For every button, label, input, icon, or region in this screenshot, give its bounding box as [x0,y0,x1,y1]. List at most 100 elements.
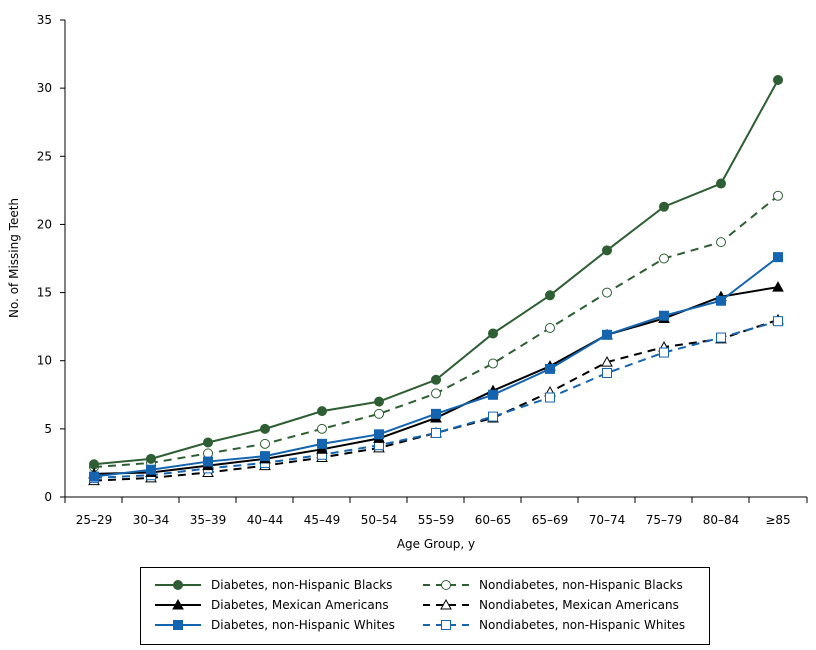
legend-label: Nondiabetes, non-Hispanic Whites [479,618,686,632]
data-point [260,438,270,449]
x-tick-label: 70–74 [589,513,626,527]
data-point [374,396,384,407]
data-point [317,423,327,434]
legend-label: Diabetes, non-Hispanic Whites [211,618,395,632]
x-tick-label: 30–34 [133,513,170,527]
data-point [659,310,669,321]
data-point [602,287,612,298]
data-point [488,328,498,339]
data-point [89,459,99,470]
legend-swatch [423,620,469,630]
data-point [601,356,613,367]
x-tick-label: 25–29 [76,513,113,527]
legend-swatch [423,599,469,610]
data-point [431,374,441,385]
data-point [716,295,726,306]
data-point [659,347,669,358]
data-point [716,237,726,248]
legend-label: Diabetes, non-Hispanic Blacks [211,578,393,592]
legend-marker [441,580,451,590]
legend-marker [172,599,184,610]
legend-swatch [155,620,201,630]
legend-label: Nondiabetes, Mexican Americans [479,598,679,612]
data-point [203,437,213,448]
data-point [716,178,726,189]
data-point [545,363,555,374]
y-tick-label: 30 [37,81,52,95]
data-point [659,201,669,212]
legend-item: Diabetes, non-Hispanic Blacks [153,578,392,592]
legend-item: Nondiabetes, non-Hispanic Blacks [421,578,683,592]
x-tick-label: 65–69 [532,513,569,527]
x-axis-label: Age Group, y [397,537,475,551]
data-point [431,427,441,438]
data-point [203,456,213,467]
data-point [146,464,156,475]
data-point [89,471,99,482]
data-point [602,245,612,256]
data-point [772,281,784,292]
legend-item: Nondiabetes, Mexican Americans [421,598,679,612]
legend-marker [173,580,183,590]
x-tick-label: 35–39 [190,513,227,527]
data-point [374,429,384,440]
legend-item: Diabetes, non-Hispanic Whites [153,618,395,632]
legend-item: Diabetes, Mexican Americans [153,598,389,612]
y-tick-label: 0 [44,490,52,504]
x-tick-label: 75–79 [646,513,683,527]
y-tick-label: 5 [44,422,52,436]
data-point [602,329,612,340]
data-point [602,367,612,378]
legend-marker [440,599,452,610]
legend-swatch [423,580,469,590]
y-tick-label: 35 [37,13,52,27]
series-line [93,195,779,469]
data-point [773,316,783,327]
data-point [317,406,327,417]
plot-area: No. of Missing Teeth Age Group, y 0 5 10 15… [7,13,808,551]
y-tick-label: 25 [37,149,52,163]
x-tick-label: ≥85 [765,513,790,527]
data-point [203,448,213,459]
y-tick-label: 10 [37,354,52,368]
data-point [431,408,441,419]
x-tick-label: 60–65 [475,513,512,527]
legend-marker [173,620,183,630]
x-tick-label: 50–54 [361,513,398,527]
data-point [773,252,783,263]
data-point [773,74,783,85]
legend-label: Nondiabetes, non-Hispanic Blacks [479,578,683,592]
data-point [488,358,498,369]
legend-swatch [155,599,201,610]
legend-label: Diabetes, Mexican Americans [211,598,389,612]
data-point [773,190,783,201]
x-tick-label: 45–49 [304,513,341,527]
y-axis-label: No. of Missing Teeth [7,198,21,318]
series-line [93,79,779,466]
legend-swatch [155,580,201,590]
data-point [545,290,555,301]
data-point [545,323,555,334]
data-point [545,392,555,403]
legend: Diabetes, non-Hispanic Blacks Diabetes, M… [140,567,710,645]
data-point [431,388,441,399]
data-point [374,408,384,419]
y-tick-label: 15 [37,286,52,300]
x-tick-label: 55–59 [418,513,455,527]
data-point [260,451,270,462]
y-tick-label: 20 [37,217,52,231]
data-point [488,411,498,422]
data-point [488,389,498,400]
legend-item: Nondiabetes, non-Hispanic Whites [421,618,685,632]
data-point [146,453,156,464]
data-point [716,332,726,343]
data-point [659,253,669,264]
series-line [93,318,779,482]
x-tick-label: 40–44 [247,513,284,527]
legend-marker [441,620,451,630]
data-point [260,423,270,434]
x-tick-label: 80–84 [703,513,740,527]
series-line [93,256,779,478]
data-point [317,438,327,449]
